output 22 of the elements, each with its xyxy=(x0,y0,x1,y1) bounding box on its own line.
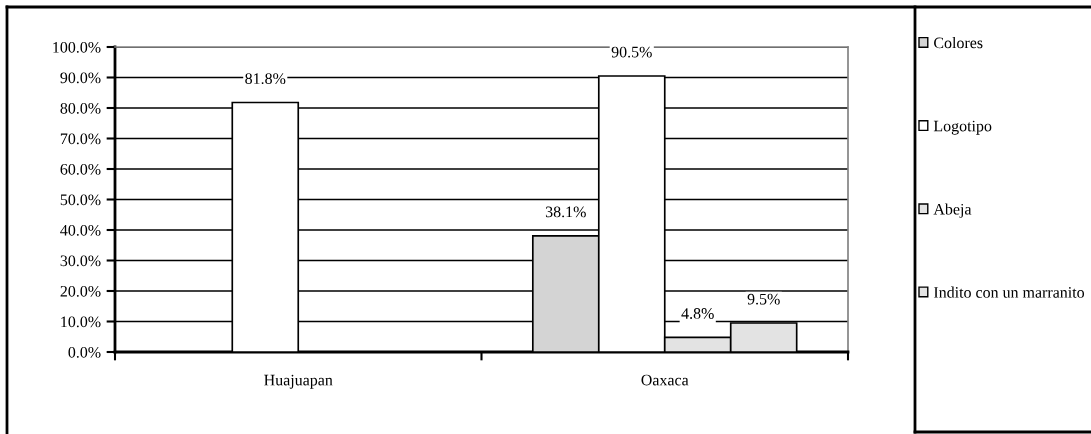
x-tick-label: Oaxaca xyxy=(641,374,689,386)
y-tick-label: 50.0% xyxy=(60,194,101,206)
y-tick-label: 80.0% xyxy=(60,102,101,114)
y-tick-label: 90.0% xyxy=(60,72,101,84)
y-tick-label: 70.0% xyxy=(60,133,101,145)
x-tick-label: Huajuapan xyxy=(264,374,333,389)
data-label: 81.8% xyxy=(245,73,286,85)
data-label: 4.8% xyxy=(681,308,714,319)
legend-label: Abeja xyxy=(933,203,972,218)
y-tick-label: 30.0% xyxy=(60,255,101,267)
y-tick-label: 20.0% xyxy=(60,285,101,297)
data-label: 38.1% xyxy=(545,206,586,218)
y-tick-label: 0.0% xyxy=(68,346,101,358)
data-label: 90.5% xyxy=(611,46,652,58)
y-tick-label: 40.0% xyxy=(60,224,101,236)
legend-label: Logotipo xyxy=(933,120,992,135)
y-tick-label: 10.0% xyxy=(61,316,101,328)
data-label: 9.5% xyxy=(747,293,780,305)
y-tick-label: 100.0% xyxy=(53,41,101,53)
legend-label: Indito con un marranito xyxy=(933,286,1085,298)
y-tick-label: 60.0% xyxy=(60,163,101,175)
legend-label: Colores xyxy=(934,37,983,49)
